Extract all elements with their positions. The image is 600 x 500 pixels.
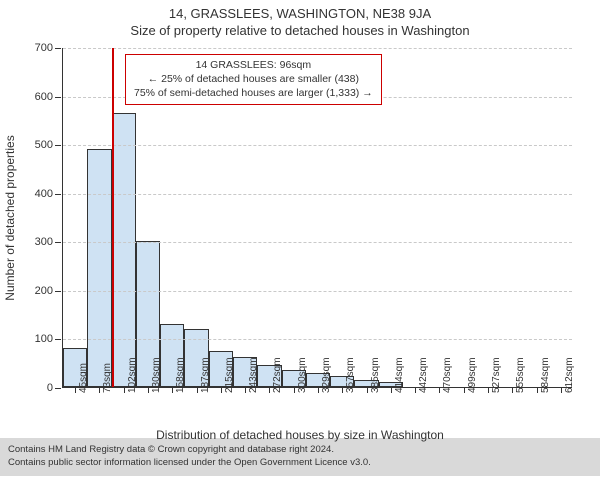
x-tick-label: 300sqm — [297, 357, 308, 393]
y-tick — [55, 388, 61, 389]
x-tick — [99, 388, 100, 393]
x-tick-label: 527sqm — [491, 357, 502, 393]
x-tick — [318, 388, 319, 393]
x-tick — [221, 388, 222, 393]
y-axis-label: Number of detached properties — [3, 135, 17, 300]
annotation-line: ← 25% of detached houses are smaller (43… — [134, 72, 373, 86]
chart-container: Number of detached properties 0100200300… — [0, 38, 600, 438]
x-tick — [512, 388, 513, 393]
y-tick-label: 200 — [35, 285, 53, 297]
x-tick-label: 555sqm — [515, 357, 526, 393]
x-tick — [75, 388, 76, 393]
gridline — [63, 242, 572, 243]
y-tick-label: 400 — [35, 188, 53, 200]
annotation-line: 75% of semi-detached houses are larger (… — [134, 86, 373, 100]
page-title-address: 14, GRASSLEES, WASHINGTON, NE38 9JA — [0, 0, 600, 21]
x-tick-label: 158sqm — [175, 357, 186, 393]
x-tick — [439, 388, 440, 393]
x-tick — [245, 388, 246, 393]
x-tick-label: 612sqm — [564, 357, 575, 393]
y-tick — [55, 97, 61, 98]
x-tick — [464, 388, 465, 393]
y-tick-label: 100 — [35, 333, 53, 345]
x-tick-label: 414sqm — [394, 357, 405, 393]
x-tick — [148, 388, 149, 393]
x-tick-label: 102sqm — [127, 357, 138, 393]
footer-line-2: Contains public sector information licen… — [8, 457, 592, 470]
y-tick — [55, 48, 61, 49]
x-tick-label: 187sqm — [200, 357, 211, 393]
y-tick — [55, 194, 61, 195]
y-tick — [55, 291, 61, 292]
x-tick-label: 442sqm — [418, 357, 429, 393]
bar — [87, 149, 111, 387]
y-tick — [55, 145, 61, 146]
gridline — [63, 291, 572, 292]
x-tick-label: 470sqm — [442, 357, 453, 393]
gridline — [63, 145, 572, 146]
x-tick — [488, 388, 489, 393]
y-tick-label: 600 — [35, 91, 53, 103]
gridline — [63, 194, 572, 195]
x-tick-label: 584sqm — [540, 357, 551, 393]
gridline — [63, 48, 572, 49]
x-tick — [124, 388, 125, 393]
x-tick — [391, 388, 392, 393]
y-tick-label: 500 — [35, 139, 53, 151]
annotation-box: 14 GRASSLEES: 96sqm← 25% of detached hou… — [125, 54, 382, 105]
page-title-subtitle: Size of property relative to detached ho… — [0, 21, 600, 38]
x-tick — [172, 388, 173, 393]
marker-line — [112, 48, 114, 387]
x-tick — [269, 388, 270, 393]
x-tick-label: 385sqm — [370, 357, 381, 393]
y-tick — [55, 242, 61, 243]
x-tick-label: 243sqm — [248, 357, 259, 393]
footer-line-1: Contains HM Land Registry data © Crown c… — [8, 444, 592, 457]
x-tick — [561, 388, 562, 393]
y-tick-label: 700 — [35, 42, 53, 54]
y-tick-label: 300 — [35, 236, 53, 248]
x-axis-label: Distribution of detached houses by size … — [156, 428, 444, 442]
x-tick — [294, 388, 295, 393]
x-tick-label: 272sqm — [272, 357, 283, 393]
annotation-line: 14 GRASSLEES: 96sqm — [134, 58, 373, 72]
x-tick-label: 45sqm — [78, 363, 89, 393]
y-tick — [55, 339, 61, 340]
x-tick — [415, 388, 416, 393]
footer: Contains HM Land Registry data © Crown c… — [0, 438, 600, 476]
x-tick-label: 499sqm — [467, 357, 478, 393]
x-tick — [537, 388, 538, 393]
x-tick-label: 357sqm — [345, 357, 356, 393]
plot-area: 010020030040050060070045sqm73sqm102sqm13… — [62, 48, 572, 388]
y-tick-label: 0 — [47, 382, 53, 394]
x-tick-label: 130sqm — [151, 357, 162, 393]
x-tick-label: 329sqm — [321, 357, 332, 393]
x-tick — [342, 388, 343, 393]
x-tick-label: 215sqm — [224, 357, 235, 393]
x-tick — [367, 388, 368, 393]
x-tick — [197, 388, 198, 393]
bar — [112, 113, 136, 387]
gridline — [63, 339, 572, 340]
